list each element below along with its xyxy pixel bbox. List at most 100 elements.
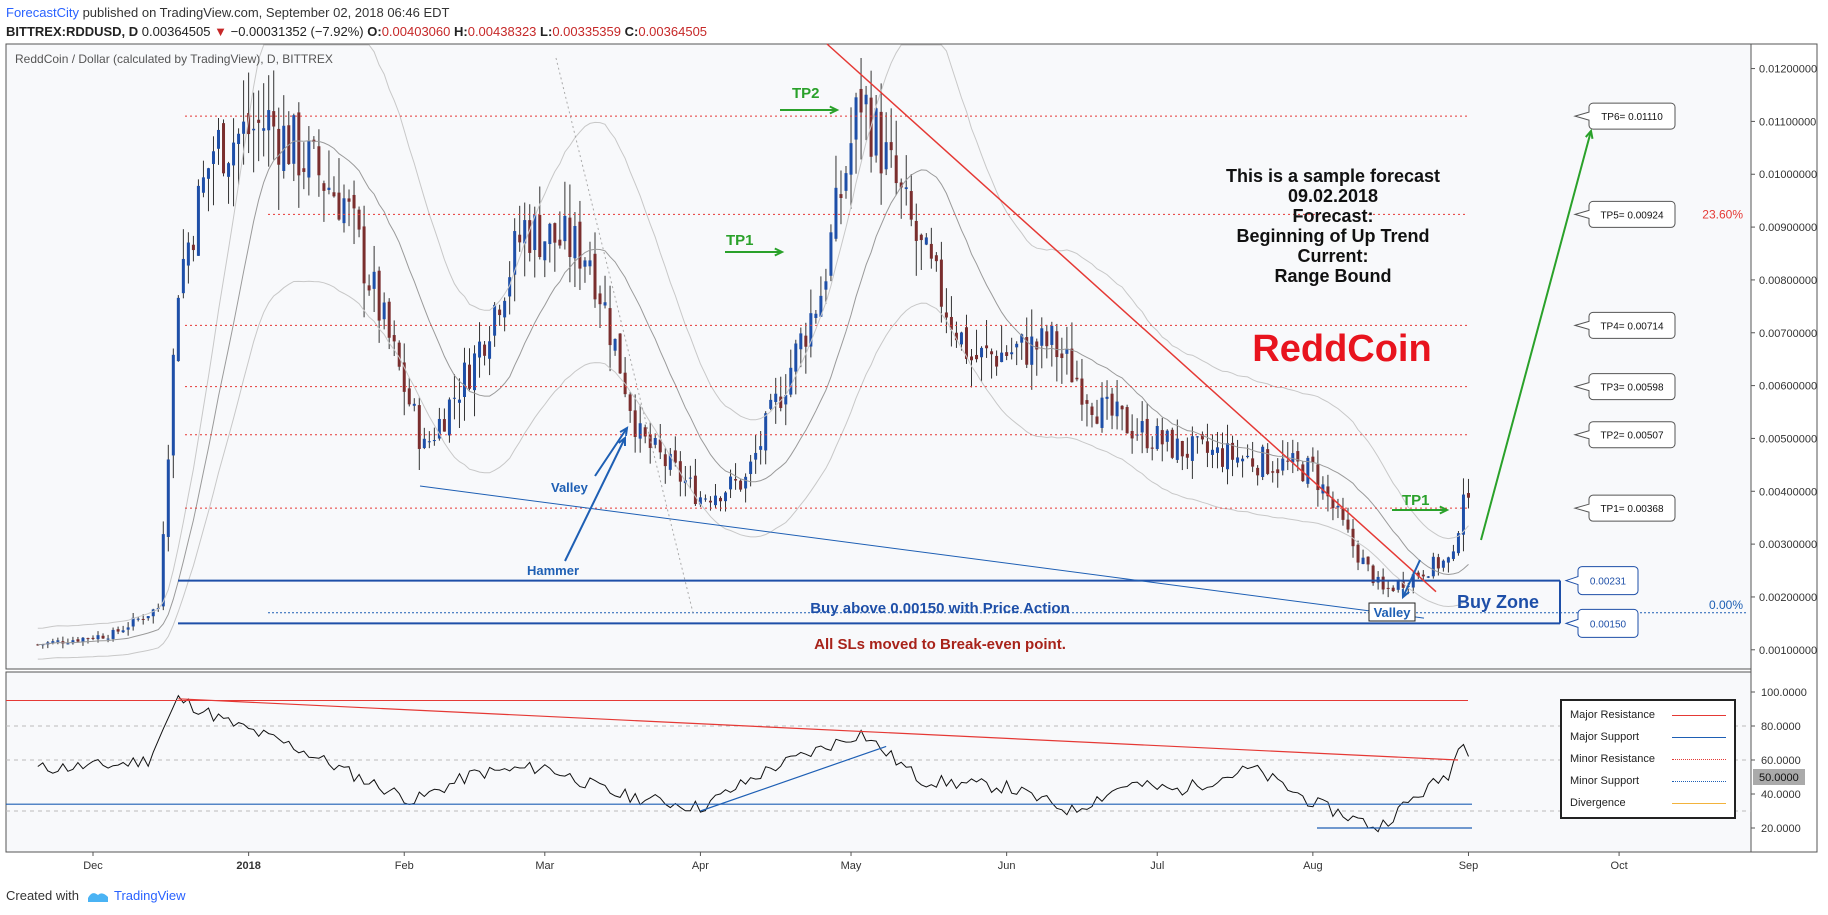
osc-major-resistance-trend — [178, 698, 1459, 761]
candle-body — [136, 618, 140, 620]
footer: Created with TradingView — [6, 888, 186, 903]
oscillator-line — [37, 694, 1469, 833]
candle-body — [1200, 434, 1204, 440]
valley-box-arrow — [1402, 559, 1421, 598]
candle-body — [904, 187, 908, 190]
candle-body — [1215, 447, 1219, 453]
candle-body — [1266, 449, 1270, 474]
time-tick-label: Aug — [1303, 860, 1323, 872]
candle-body — [814, 313, 818, 318]
candle-body — [171, 354, 175, 456]
candle-body — [693, 475, 697, 505]
candle-body — [332, 192, 336, 197]
candle-body — [1441, 560, 1445, 568]
major-support-trendline — [419, 485, 1425, 619]
tradingview-link[interactable]: TradingView — [87, 888, 186, 903]
candle-body — [473, 353, 477, 391]
candle-body — [498, 309, 502, 316]
candle-body — [1195, 436, 1199, 438]
legend-swatch — [1672, 803, 1726, 804]
candle-body — [327, 187, 331, 190]
candle-body — [1190, 436, 1194, 461]
tp1-label: TP1 — [726, 232, 754, 249]
candle-body — [1416, 572, 1420, 577]
candle-body — [297, 112, 301, 176]
candle-body — [1115, 401, 1119, 417]
candle-body — [1341, 508, 1345, 520]
candle-body — [1120, 405, 1124, 410]
candle-body — [146, 616, 150, 619]
price-tick-label: 0.01100000 — [1759, 116, 1816, 128]
close-value: 0.00364505 — [638, 24, 708, 39]
candle-body — [242, 121, 246, 134]
candle-body — [839, 194, 843, 199]
candle-body — [608, 308, 612, 346]
valley-arrow-head — [619, 426, 629, 437]
candle-body — [1005, 352, 1009, 356]
coin-name-label: ReddCoin — [1252, 328, 1431, 370]
chart-canvas[interactable]: 0.01200000 0.01100000 0.01000000 0.00900000… — [0, 0, 1828, 880]
candle-body — [422, 438, 426, 449]
tp1-right-arrow-head — [1439, 505, 1450, 515]
candle-body — [538, 214, 542, 258]
candle-body — [663, 454, 667, 467]
candle-body — [206, 168, 210, 179]
tp2-arrow-head — [829, 105, 840, 115]
candle-body — [909, 191, 913, 220]
candle-body — [513, 231, 517, 275]
candle-body — [282, 125, 286, 171]
legend-label: Divergence — [1570, 797, 1626, 809]
candle-body — [1331, 498, 1335, 509]
osc-tick-label: 40.0000 — [1761, 789, 1801, 801]
quote-line: BITTREX:RDDUSD, D 0.00364505 ▼ −0.000313… — [6, 22, 707, 41]
candle-body — [799, 333, 803, 350]
candle-body — [1150, 447, 1154, 449]
candle-body — [1095, 416, 1099, 424]
candle-body — [186, 242, 190, 266]
candle-body — [739, 480, 743, 490]
candle-body — [1185, 453, 1189, 458]
buy-zone-label: Buy Zone — [1457, 592, 1539, 612]
candle-body — [744, 476, 748, 489]
candle-body — [779, 396, 783, 408]
price-tick-label: 0.00600000 — [1759, 381, 1817, 393]
price-tick-label: 0.01200000 — [1759, 64, 1817, 76]
price-pane-frame — [5, 43, 1752, 670]
candle-body — [1296, 451, 1300, 462]
legend-box: Major Resistance Major Support Minor Resis… — [1560, 699, 1736, 819]
candle-body — [975, 354, 979, 360]
candle-body — [834, 187, 838, 239]
price-tick-label: 0.00200000 — [1759, 592, 1817, 604]
oscillator-pane[interactable] — [6, 694, 1751, 833]
tradingview-label: TradingView — [113, 888, 186, 903]
candle-body — [247, 113, 251, 135]
buy-zone-value: 0.00150 — [1590, 619, 1627, 630]
author-link[interactable]: ForecastCity — [6, 5, 79, 20]
candle-body — [1030, 336, 1034, 365]
candle-body — [774, 393, 778, 402]
candle-body — [990, 351, 994, 355]
candle-body — [734, 479, 738, 481]
candle-body — [217, 129, 220, 149]
candle-body — [653, 438, 657, 445]
candle-body — [1446, 557, 1450, 563]
candle-body — [1090, 406, 1094, 415]
fib-bottom-label: 0.00% — [1709, 598, 1743, 612]
candle-body — [141, 618, 145, 620]
osc-tick-label: 60.0000 — [1761, 755, 1801, 767]
candle-body — [1155, 426, 1159, 449]
candle-body — [1180, 440, 1184, 457]
chart-panes — [5, 43, 1818, 853]
candle-body — [1351, 528, 1355, 547]
valley-label: Valley — [551, 480, 589, 495]
time-tick-label: Sep — [1459, 860, 1479, 872]
candle-body — [824, 281, 828, 290]
candle-body — [985, 345, 989, 349]
price-pane[interactable] — [36, 43, 1748, 660]
candle-body — [457, 399, 461, 403]
candle-body — [1321, 484, 1325, 494]
candle-body — [944, 312, 948, 318]
candle-body — [980, 347, 984, 358]
candle-body — [272, 111, 276, 127]
candle-body — [322, 183, 326, 191]
